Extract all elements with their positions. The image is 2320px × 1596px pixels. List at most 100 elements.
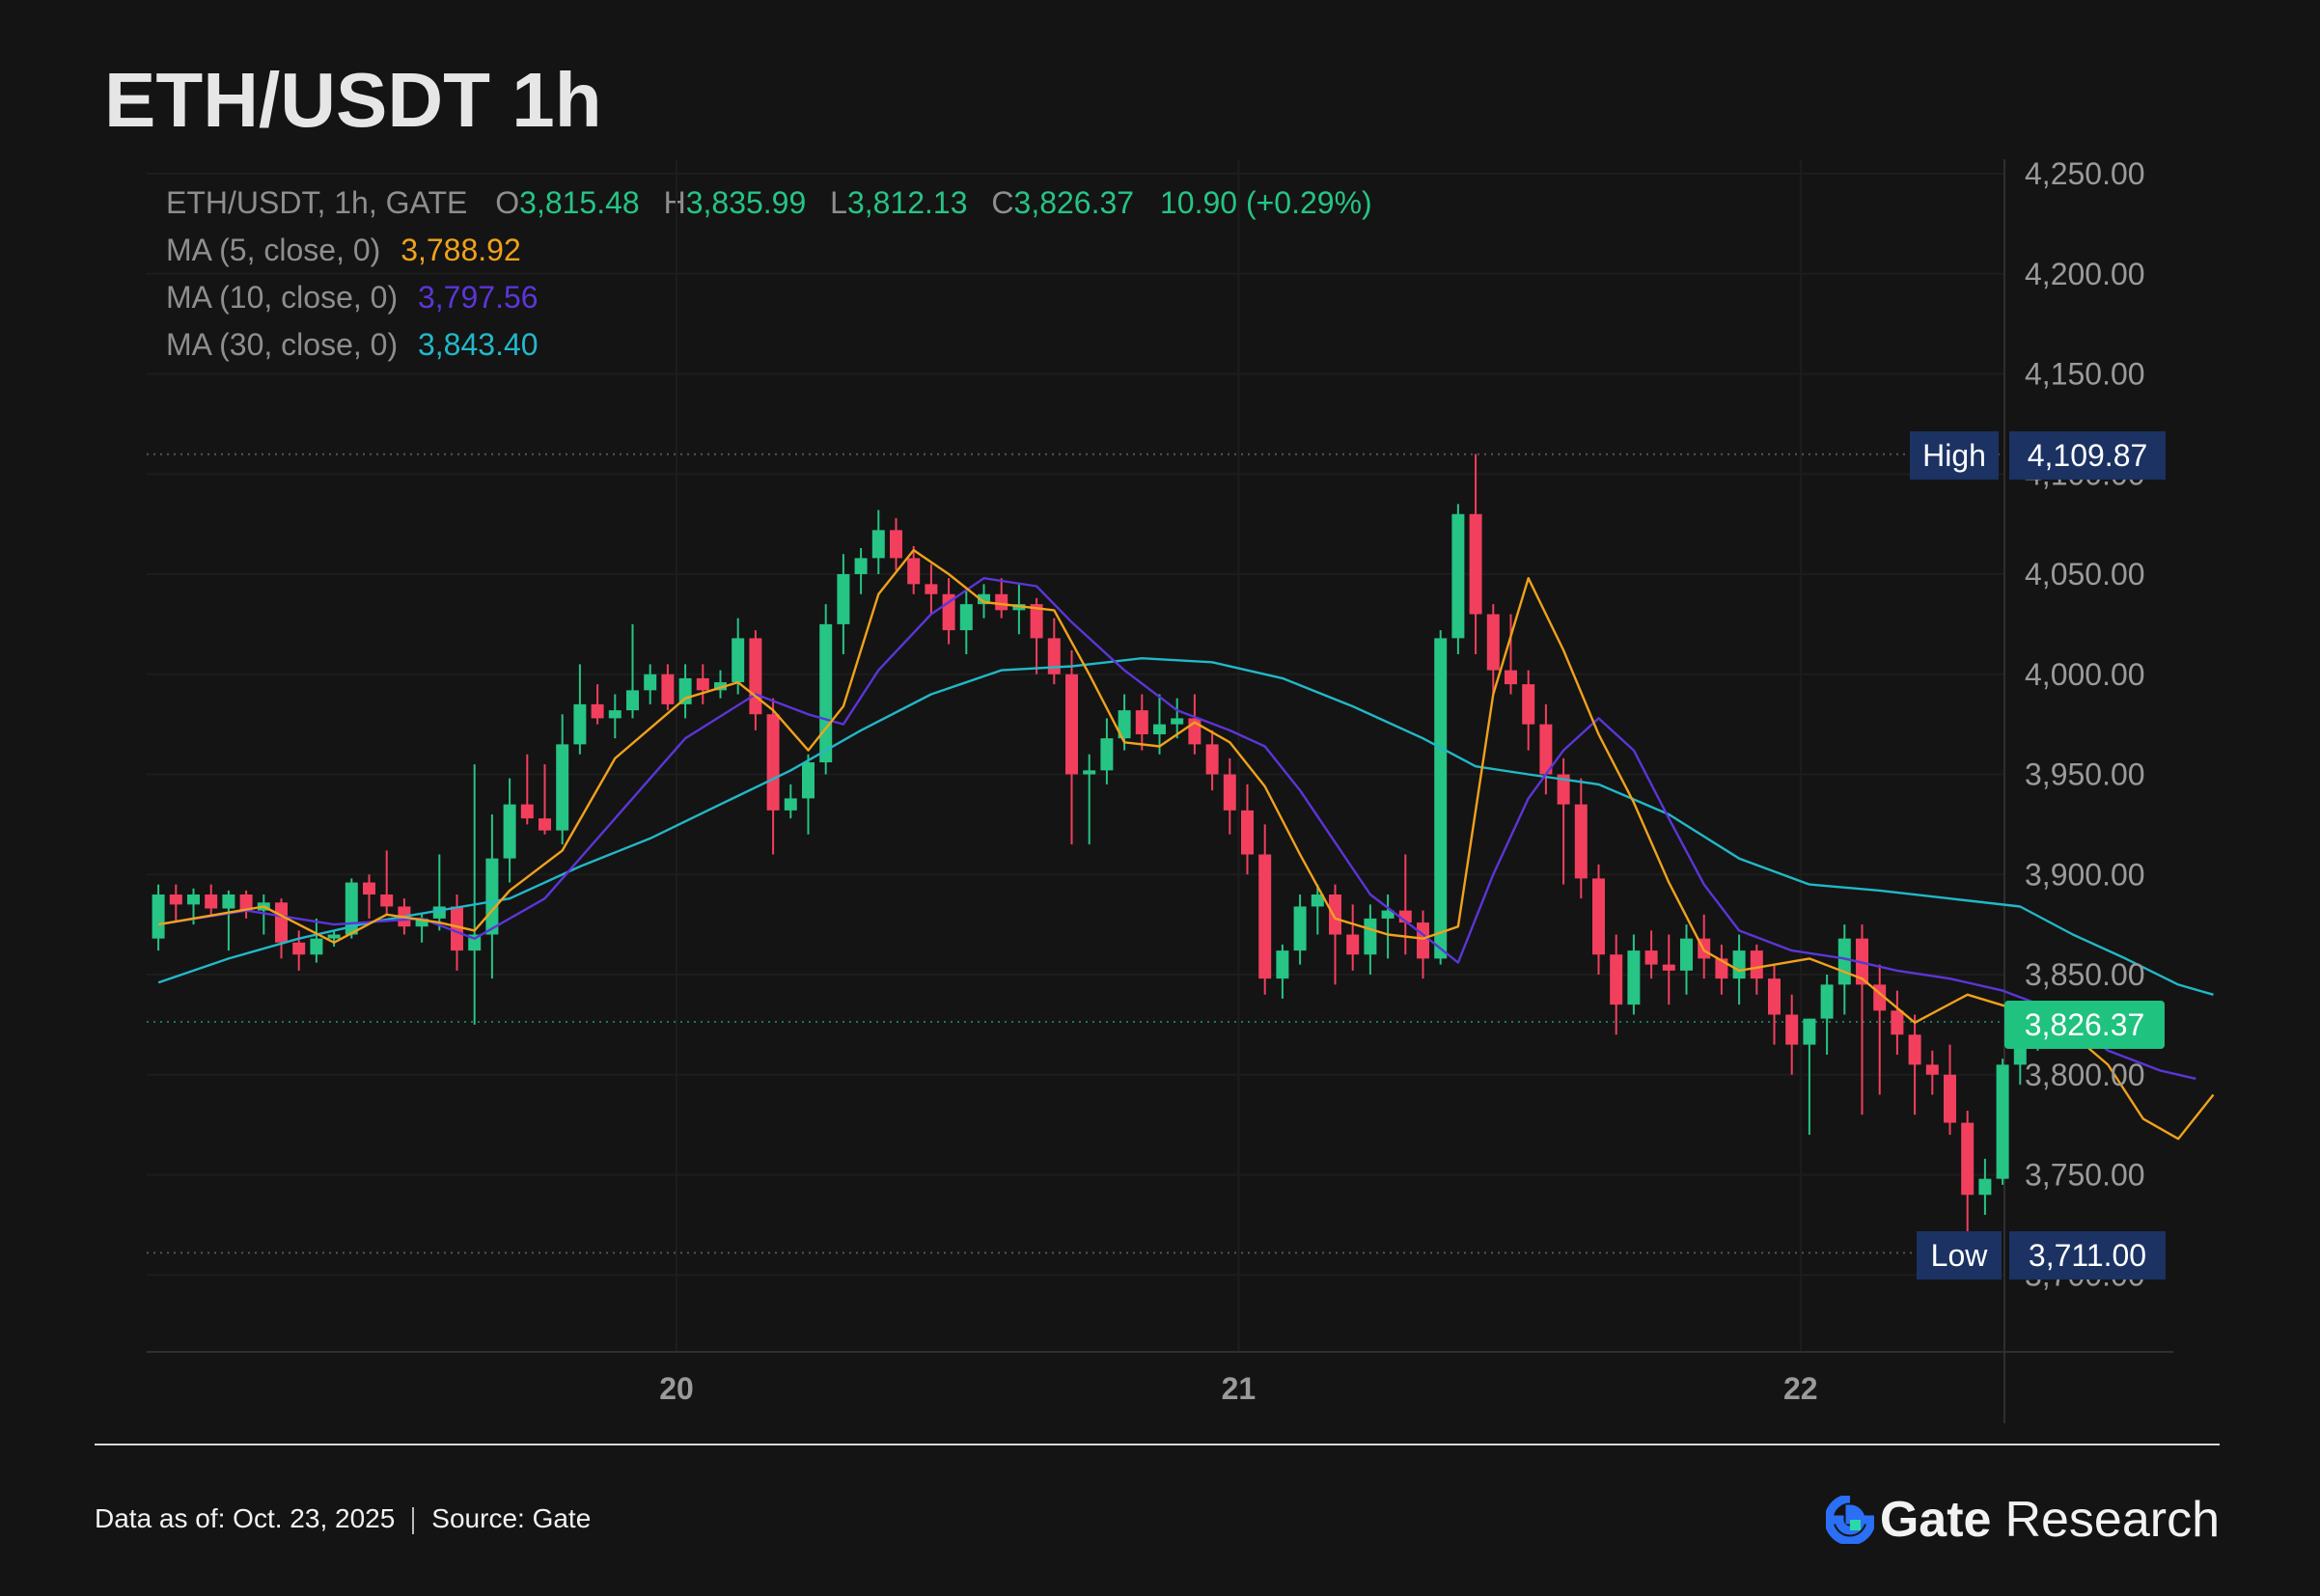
candle bbox=[1486, 604, 1500, 695]
candle-body bbox=[1065, 674, 1078, 775]
candle-body bbox=[854, 558, 868, 574]
candle-body bbox=[187, 894, 200, 905]
candle bbox=[1662, 934, 1675, 1005]
candle-body bbox=[1978, 1178, 1992, 1196]
candle bbox=[169, 884, 182, 923]
low-marker-value: 3,711.00 bbox=[2029, 1238, 2146, 1273]
ma10-legend-row: MA (10, close, 0) 3,797.56 bbox=[166, 274, 1372, 321]
candle-body bbox=[644, 674, 657, 691]
candle bbox=[854, 548, 868, 594]
candle-body bbox=[1592, 878, 1605, 955]
candle bbox=[766, 698, 780, 855]
candle-body bbox=[978, 593, 990, 605]
candle-body bbox=[1732, 950, 1746, 979]
y-tick-label: 3,900.00 bbox=[2025, 857, 2145, 892]
chart-legend: ETH/USDT, 1h, GATE O3,815.48 H3,835.99 L… bbox=[166, 179, 1372, 369]
candle bbox=[1768, 964, 1781, 1045]
candle bbox=[1065, 649, 1078, 845]
candle bbox=[380, 850, 394, 915]
candle bbox=[1522, 670, 1535, 751]
low-value: 3,812.13 bbox=[846, 185, 968, 220]
x-tick-label: 22 bbox=[1783, 1371, 1818, 1406]
high-marker-label: High bbox=[1922, 438, 1986, 473]
candle bbox=[556, 714, 569, 845]
candle-body bbox=[1627, 950, 1641, 1005]
candle-body bbox=[1574, 804, 1588, 879]
candle-body bbox=[1539, 724, 1553, 775]
high-marker-value-bg bbox=[2009, 431, 2166, 480]
candle bbox=[1627, 934, 1641, 1015]
candle-body bbox=[1961, 1122, 1975, 1196]
low-marker-label-bg bbox=[1917, 1231, 2002, 1280]
candle-body bbox=[995, 593, 1008, 611]
candle-body bbox=[1118, 710, 1131, 739]
candle-body bbox=[239, 894, 253, 911]
candle-body bbox=[432, 906, 446, 919]
candle bbox=[819, 604, 833, 775]
change-value: 10.90 (+0.29%) bbox=[1159, 185, 1372, 220]
candle-body bbox=[1381, 910, 1395, 919]
candle bbox=[1557, 757, 1570, 885]
candle bbox=[1785, 994, 1799, 1075]
candle bbox=[591, 684, 604, 725]
ma30-label: MA (30, close, 0) bbox=[166, 327, 399, 362]
candle bbox=[925, 564, 938, 615]
candle bbox=[152, 884, 165, 951]
candle bbox=[802, 754, 815, 835]
candle bbox=[661, 664, 675, 711]
candle bbox=[1820, 975, 1834, 1055]
candle bbox=[1381, 894, 1395, 959]
candle bbox=[1750, 944, 1763, 995]
candle bbox=[1925, 1050, 1939, 1095]
candle-body bbox=[275, 902, 288, 943]
candle-body bbox=[1153, 724, 1166, 734]
candle-body bbox=[1293, 906, 1307, 951]
x-tick-label: 21 bbox=[1222, 1371, 1257, 1406]
candle-body bbox=[1680, 938, 1693, 971]
ma10-line bbox=[157, 577, 2196, 1081]
ma10-label: MA (10, close, 0) bbox=[166, 280, 399, 315]
candle bbox=[292, 930, 306, 971]
candle bbox=[644, 664, 657, 704]
reference-lines bbox=[147, 453, 2004, 1254]
candle bbox=[1205, 729, 1219, 791]
ma30-legend-row: MA (30, close, 0) 3,843.40 bbox=[166, 321, 1372, 369]
y-axis-ticks: 4,250.004,200.004,150.004,100.004,050.00… bbox=[2025, 156, 2145, 1292]
candle-body bbox=[1486, 614, 1500, 671]
candle-body bbox=[907, 558, 921, 585]
candle bbox=[626, 623, 639, 719]
candle-body bbox=[1505, 670, 1517, 685]
brand-name: Gate bbox=[1879, 1492, 1992, 1548]
ma10-value: 3,797.56 bbox=[417, 280, 539, 315]
candle bbox=[275, 898, 288, 959]
footer-divider bbox=[95, 1444, 2220, 1445]
candle bbox=[1961, 1111, 1975, 1253]
close-value: 3,826.37 bbox=[1013, 185, 1135, 220]
candle bbox=[784, 784, 797, 819]
candle-body bbox=[1030, 604, 1043, 639]
candle-body bbox=[1662, 964, 1675, 971]
candle-body bbox=[310, 938, 323, 955]
candle-body bbox=[1135, 710, 1148, 734]
candle bbox=[678, 664, 692, 719]
candle-body bbox=[1417, 922, 1429, 959]
candle-body bbox=[345, 882, 358, 935]
candle bbox=[327, 930, 341, 947]
candle-body bbox=[1047, 638, 1061, 674]
candle-body bbox=[1311, 894, 1324, 907]
candle-body bbox=[1451, 513, 1465, 639]
candle bbox=[468, 764, 482, 1025]
candle-body bbox=[678, 677, 692, 704]
candle bbox=[1223, 757, 1236, 835]
candle bbox=[1258, 824, 1272, 995]
y-tick-label: 4,050.00 bbox=[2025, 557, 2145, 592]
candle bbox=[1856, 924, 1868, 1115]
candle-body bbox=[871, 530, 885, 559]
candle bbox=[959, 590, 973, 654]
candle bbox=[1908, 1014, 1921, 1115]
chart-title: ETH/USDT 1h bbox=[104, 57, 602, 143]
candle-body bbox=[1276, 950, 1289, 979]
candle bbox=[890, 517, 902, 570]
candle-body bbox=[714, 682, 727, 691]
candle bbox=[1329, 884, 1341, 985]
